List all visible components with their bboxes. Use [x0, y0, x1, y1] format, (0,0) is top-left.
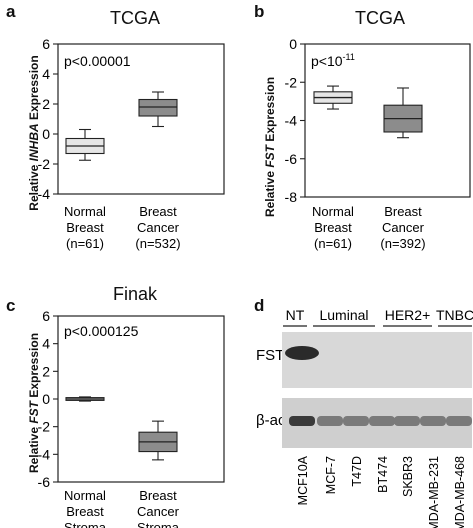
chart2-x-category-label: Stroma — [64, 520, 107, 528]
chart0-plot-frame — [57, 43, 225, 195]
chart0-x-category-label: (n=532) — [135, 236, 180, 251]
chart2-y-tick-label: -4 — [38, 446, 51, 462]
chart0-y-tick-label: 4 — [42, 66, 50, 82]
chart1-y-tick-label: 0 — [289, 36, 297, 52]
blot-group-label: NT — [286, 307, 305, 323]
panel-c-title: Finak — [112, 284, 157, 304]
chart0-y-tick-label: -2 — [38, 156, 51, 172]
chart2-y-tick-label: -2 — [38, 419, 51, 435]
blot-lane-label: SKBR3 — [401, 456, 415, 497]
blot-lane-label: MDA-MB-231 — [427, 456, 441, 528]
chart0-x-category-label: Cancer — [137, 220, 180, 235]
chart0-x-category-label: Breast — [139, 204, 177, 219]
blot-lane-label: T47D — [350, 456, 364, 487]
chart0-y-tick-label: 2 — [42, 96, 50, 112]
panel-c-ylabel: Relative FST Expression — [27, 332, 41, 474]
chart2-x-category-label: Cancer — [137, 504, 180, 519]
panel-a-title: TCGA — [109, 8, 160, 28]
chart1-y-tick-label: -6 — [285, 151, 298, 167]
blot-band-bact — [343, 416, 369, 426]
chart1-x-category-label: (n=61) — [314, 236, 352, 251]
chart1-x-category-label: Normal — [312, 204, 354, 219]
panel-letter-b: b — [254, 2, 265, 21]
chart2-y-tick-label: -6 — [38, 474, 51, 490]
blot-band-bact — [369, 416, 395, 426]
blot-band-bact — [446, 416, 472, 426]
chart1-x-category-label: Cancer — [382, 220, 425, 235]
chart2-y-tick-label: 0 — [42, 391, 50, 407]
chart1-x-category-label: (n=392) — [380, 236, 425, 251]
chart2-y-tick-label: 6 — [42, 308, 50, 324]
chart1-p-value: p<10-11 — [311, 52, 355, 69]
chart0-p-value: p<0.00001 — [64, 53, 131, 69]
chart1-y-tick-label: -2 — [285, 74, 298, 90]
chart1-y-tick-label: -8 — [285, 189, 298, 205]
blot-band-bact — [289, 416, 315, 426]
chart0-x-category-label: Breast — [66, 220, 104, 235]
chart0-x-category-label: (n=61) — [66, 236, 104, 251]
blot-band-bact — [394, 416, 420, 426]
blot-group-label: HER2+ — [385, 307, 431, 323]
blot-group-label: Luminal — [319, 307, 368, 323]
chart0-y-tick-label: 0 — [42, 126, 50, 142]
blot-lane-label: MCF10A — [296, 455, 310, 505]
panel-b-ylabel: Relative FST Expression — [263, 76, 277, 218]
chart0-y-tick-label: 6 — [42, 36, 50, 52]
blot-row-label-bact: β-act — [256, 412, 290, 429]
chart2-x-category-label: Breast — [139, 488, 177, 503]
chart0-x-category-label: Normal — [64, 204, 106, 219]
blot-lane-label: MCF-7 — [324, 456, 338, 494]
blot-band-bact — [420, 416, 446, 426]
blot-fst-membrane — [282, 332, 472, 388]
chart1-x-category-label: Breast — [384, 204, 422, 219]
chart1-x-category-label: Breast — [314, 220, 352, 235]
blot-group-label: TNBC — [436, 307, 473, 323]
panel-letter-a: a — [6, 2, 16, 21]
chart2-x-category-label: Stroma — [137, 520, 180, 528]
panel-letter-c: c — [6, 296, 16, 315]
chart0-box — [138, 98, 178, 117]
blot-band-fst-mcf10a — [285, 346, 319, 360]
blot-lane-label: MDA-MB-468 — [453, 456, 467, 528]
panel-b-title: TCGA — [354, 8, 405, 28]
chart2-x-category-label: Breast — [66, 504, 104, 519]
chart0-y-tick-label: -4 — [38, 186, 51, 202]
chart1-p-value-exponent: -11 — [343, 52, 355, 62]
chart2-y-tick-label: 4 — [42, 336, 50, 352]
chart1-y-tick-label: -4 — [285, 113, 298, 129]
blot-lane-label: BT474 — [376, 456, 390, 493]
panel-letter-d: d — [254, 296, 265, 315]
blot-band-bact — [317, 416, 343, 426]
chart2-x-category-label: Normal — [64, 488, 106, 503]
chart2-p-value: p<0.000125 — [64, 323, 139, 339]
chart2-y-tick-label: 2 — [42, 363, 50, 379]
blot-row-label-fst: FST — [256, 347, 284, 364]
